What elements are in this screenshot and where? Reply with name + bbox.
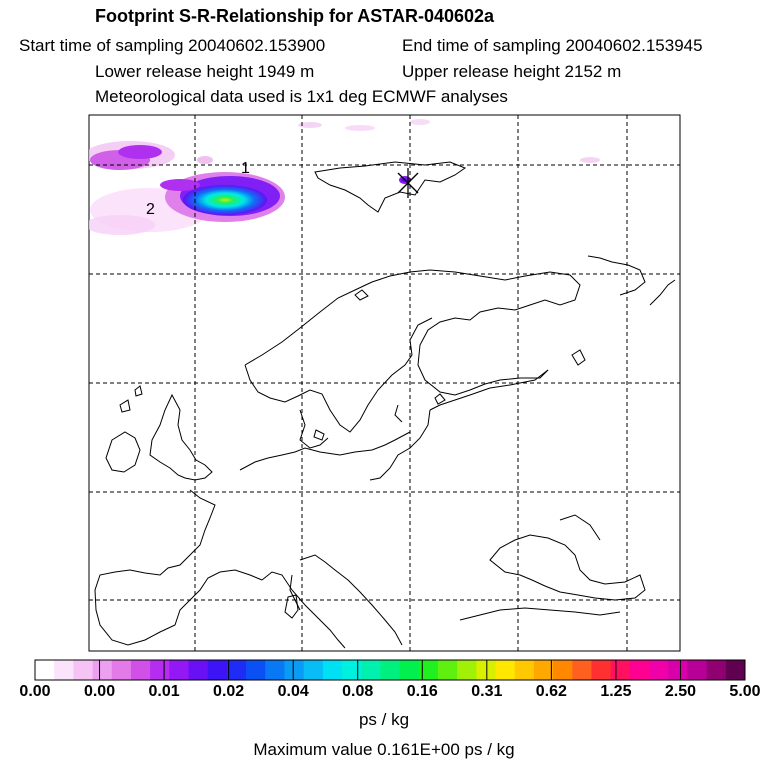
- colorbar-label: 5.00: [729, 683, 761, 700]
- colorbar-segment: [629, 660, 650, 680]
- map-title: Footprint S-R-Relationship for ASTAR-040…: [95, 6, 495, 26]
- colorbar-segment: [361, 660, 381, 680]
- met-data-text: Meteorological data used is 1x1 deg ECMW…: [95, 87, 508, 106]
- colorbar-segment: [322, 660, 343, 680]
- colorbar-segment: [706, 660, 727, 680]
- colorbar-segment: [284, 660, 305, 680]
- colorbar-segment: [92, 660, 113, 680]
- colorbar-segment: [399, 660, 420, 680]
- colorbar: [34, 659, 746, 681]
- contour-label-2: 2: [146, 201, 155, 218]
- colorbar-frame: [34, 659, 746, 681]
- colorbar-label: 0.62: [535, 683, 567, 700]
- colorbar-segment: [54, 660, 74, 680]
- lower-release-text: Lower release height 1949 m: [95, 62, 315, 81]
- colorbar-segment: [73, 660, 94, 680]
- colorbar-segment: [514, 660, 535, 680]
- colorbar-segment: [610, 660, 631, 680]
- colorbar-segment: [130, 660, 151, 680]
- colorbar-segment: [649, 660, 669, 680]
- colorbar-label: 0.08: [342, 683, 374, 700]
- colorbar-segment: [476, 660, 497, 680]
- colorbar-segment: [35, 660, 55, 680]
- colorbar-segment: [111, 660, 132, 680]
- colorbar-segment: [207, 660, 228, 680]
- colorbar-segment: [150, 660, 170, 680]
- colorbar-label: 0.16: [406, 683, 438, 700]
- colorbar-segment: [418, 660, 439, 680]
- colorbar-segment: [591, 660, 612, 680]
- colorbar-segment: [457, 660, 477, 680]
- colorbar-label: 0.02: [213, 683, 245, 700]
- colorbar-label: 0.31: [471, 683, 503, 700]
- colorbar-segment: [226, 660, 247, 680]
- colorbar-segment: [303, 660, 324, 680]
- receptor-star-icon: [397, 168, 419, 198]
- colorbar-segment: [725, 660, 746, 680]
- colorbar-segment: [437, 660, 458, 680]
- upper-release-text: Upper release height 2152 m: [402, 62, 622, 81]
- colorbar-segment: [668, 660, 688, 680]
- colorbar-segment: [687, 660, 708, 680]
- unit-label: ps / kg: [358, 710, 410, 729]
- max-value-text: Maximum value 0.161E+00 ps / kg: [253, 740, 515, 759]
- colorbar-label: 0.01: [148, 683, 180, 700]
- grid-lines: [89, 115, 680, 651]
- colorbar-segment: [380, 660, 401, 680]
- colorbar-label: 0.00: [19, 683, 51, 700]
- colorbar-label: 1.25: [600, 683, 632, 700]
- colorbar-label: 2.50: [664, 683, 697, 700]
- colorbar-segment: [533, 660, 554, 680]
- colorbar-segment: [188, 660, 209, 680]
- colorbar-label: 0.04: [277, 683, 309, 700]
- end-sampling-text: End time of sampling 20040602.153945: [402, 36, 703, 55]
- contour-label-1: 1: [241, 160, 250, 177]
- colorbar-segment: [342, 660, 362, 680]
- colorbar-segment: [495, 660, 516, 680]
- colorbar-segment: [265, 660, 285, 680]
- start-sampling-text: Start time of sampling 20040602.153900: [19, 36, 326, 55]
- colorbar-segment: [246, 660, 266, 680]
- colorbar-label: 0.00: [83, 683, 116, 700]
- colorbar-segment: [169, 660, 190, 680]
- colorbar-segment: [572, 660, 592, 680]
- colorbar-segment: [553, 660, 573, 680]
